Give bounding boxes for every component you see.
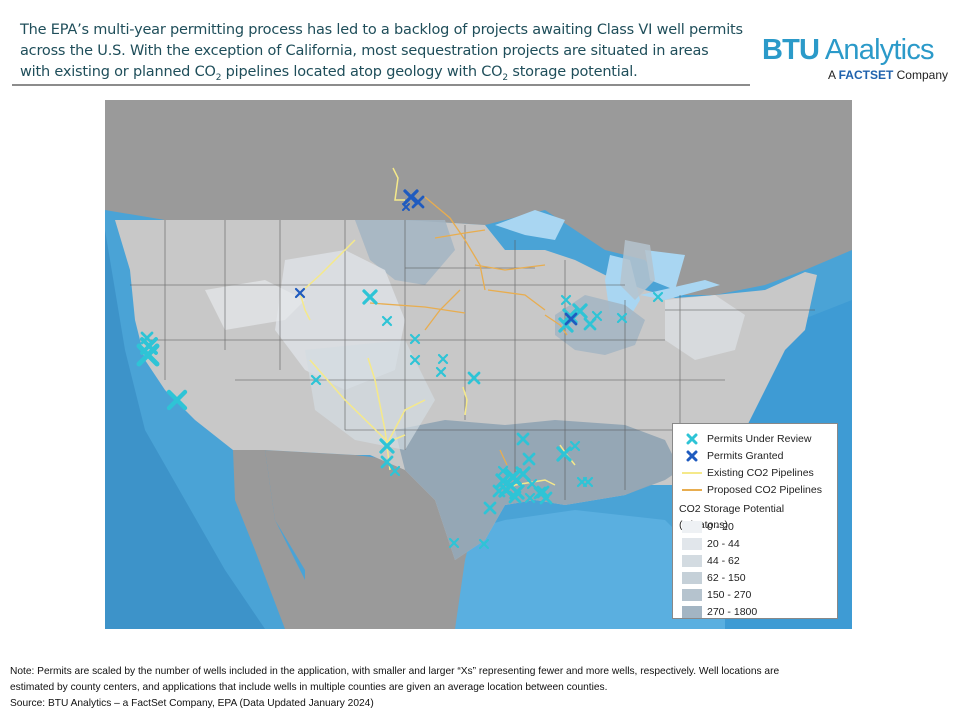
mexico-land [265, 450, 475, 629]
permit-marker [503, 478, 519, 494]
permit-marker [362, 289, 378, 305]
appalachian-zone [665, 295, 745, 360]
permit-marker [467, 371, 481, 385]
baja-land [233, 450, 315, 629]
permit-marker [562, 308, 578, 324]
permit-marker [380, 455, 394, 469]
permit-marker [591, 310, 603, 322]
line-swatch-icon [681, 488, 703, 492]
permit-marker [526, 478, 538, 490]
permit-marker [437, 353, 449, 365]
legend-item-existing-pipelines: Existing CO2 Pipelines [681, 464, 831, 481]
factset-wordmark: FACTSET [838, 68, 894, 82]
headline: The EPA’s multi-year permitting process … [20, 20, 750, 89]
permits-granted-markers [294, 189, 578, 326]
x-marker-icon [681, 433, 703, 445]
map-legend: Permits Under Review Permits Granted Exi… [672, 423, 838, 619]
note-line-1: Note: Permits are scaled by the number o… [10, 666, 780, 677]
permian-zone [305, 340, 435, 450]
headline-line-1: The EPA’s multi-year permitting process … [20, 22, 743, 38]
permit-marker [564, 312, 578, 326]
permit-marker [539, 491, 553, 505]
permit-marker [389, 465, 401, 477]
permit-marker [497, 465, 509, 477]
permit-marker [569, 440, 581, 452]
storage-swatch [682, 588, 702, 601]
permit-marker [582, 476, 594, 488]
permit-marker [403, 189, 419, 205]
header-divider [12, 84, 750, 86]
permits-under-review-markers [136, 289, 664, 550]
permit-marker [409, 333, 421, 345]
permit-marker [411, 195, 425, 209]
logo-brand-bold: BTU [762, 34, 820, 66]
permit-marker [616, 312, 628, 324]
permit-marker [508, 490, 522, 504]
lake-superior [495, 210, 565, 240]
permit-marker [402, 203, 410, 211]
storage-swatch [682, 605, 702, 618]
michigan-basin-zone [620, 240, 655, 300]
permit-marker [409, 354, 421, 366]
legend-item-proposed-pipelines: Proposed CO2 Pipelines [681, 481, 831, 498]
headline-line-3: with existing or planned CO2 pipelines l… [20, 64, 638, 83]
storage-swatch [682, 537, 702, 550]
permit-marker [294, 287, 306, 299]
note-line-2: estimated by county centers, and applica… [10, 682, 608, 693]
storage-legend-title: CO2 Storage Potential (Gigatons) [679, 503, 785, 531]
permit-marker [435, 366, 447, 378]
source-line: Source: BTU Analytics – a FactSet Compan… [10, 698, 374, 709]
permit-marker [560, 294, 572, 306]
storage-swatch [682, 520, 702, 533]
footnote: Note: Permits are scaled by the number o… [10, 664, 955, 712]
permit-marker [166, 389, 188, 411]
canada-land [105, 100, 852, 295]
permit-marker [652, 291, 664, 303]
legend-item-permits-under-review: Permits Under Review [681, 430, 831, 447]
permit-marker [515, 466, 531, 482]
logo-brand-light: Analytics [824, 34, 935, 66]
proposed-co2-pipelines [369, 196, 568, 466]
permit-marker [516, 432, 530, 446]
x-marker-icon [681, 450, 703, 462]
permit-marker [536, 485, 550, 499]
line-swatch-icon [681, 471, 703, 475]
btu-analytics-logo: BTU Analytics A FACTSET Company [762, 34, 948, 82]
permit-marker [310, 374, 322, 386]
storage-swatch [682, 571, 702, 584]
headline-line-2: across the U.S. With the exception of Ca… [20, 43, 709, 59]
legend-item-permits-granted: Permits Granted [681, 447, 831, 464]
storage-swatch [682, 554, 702, 567]
permit-marker [381, 315, 393, 327]
permit-marker [522, 452, 536, 466]
permit-marker [524, 492, 536, 504]
permit-marker [379, 438, 395, 454]
us-co2-permit-map [105, 100, 852, 629]
permit-marker [448, 537, 460, 549]
permit-marker [483, 501, 497, 515]
permit-marker [136, 343, 160, 367]
map-canvas [105, 100, 852, 629]
permit-marker [556, 446, 572, 462]
permit-marker [478, 538, 490, 550]
